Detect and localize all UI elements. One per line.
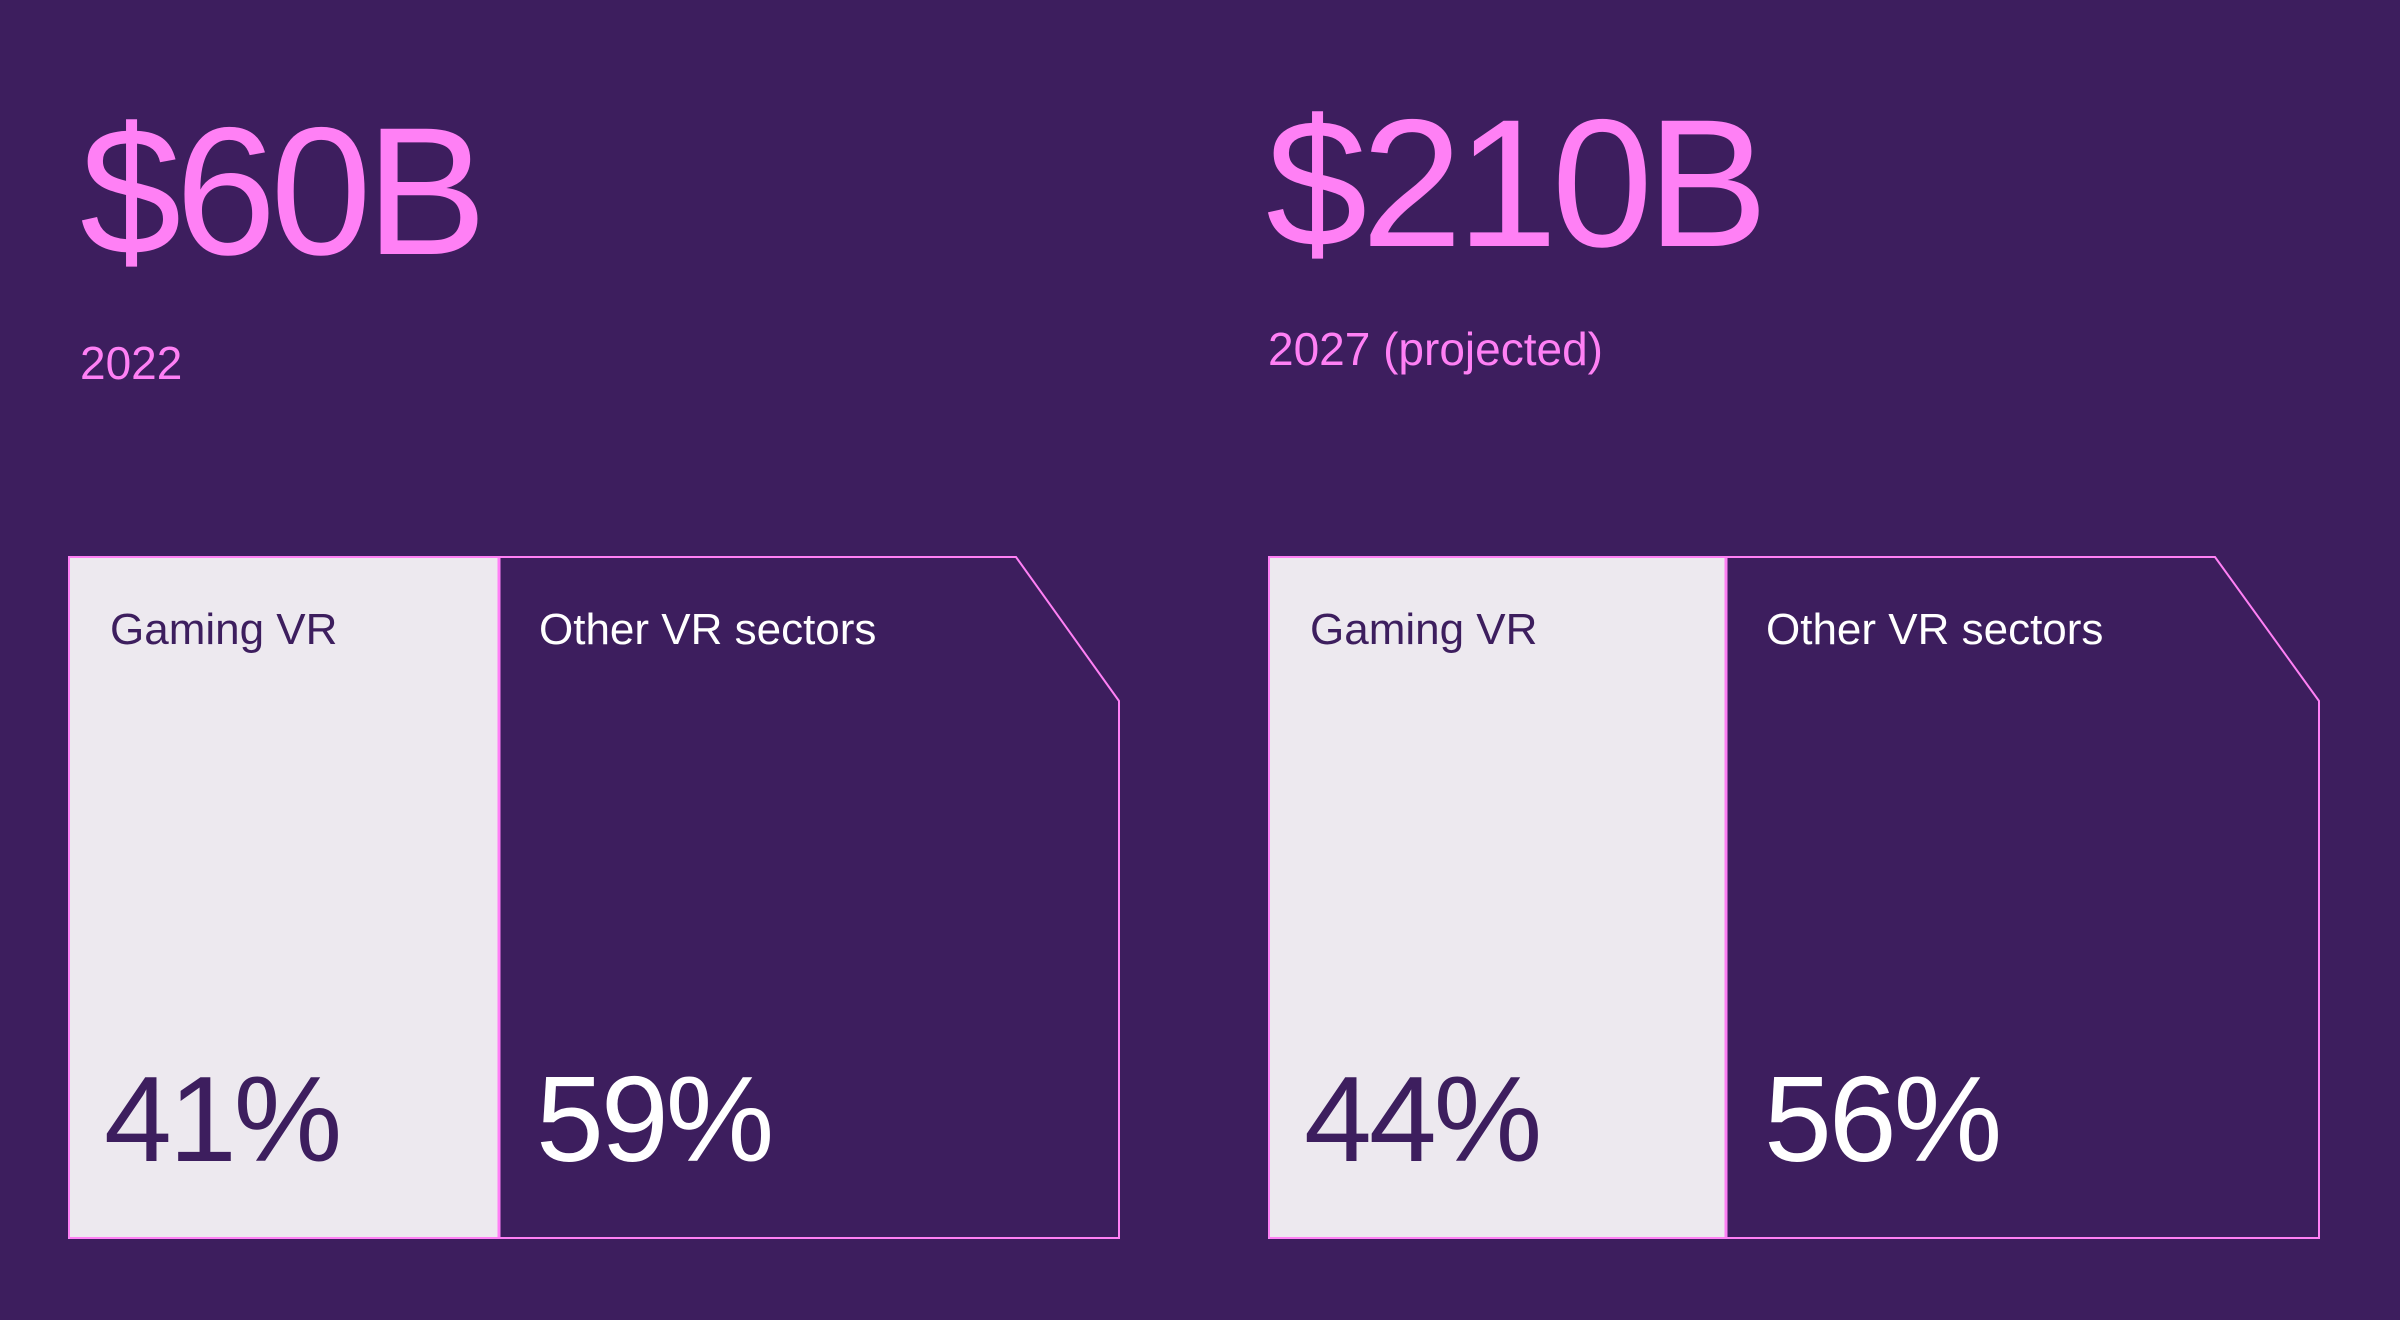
segment-label-other-2027: Other VR sectors: [1766, 605, 2104, 654]
segment-percent-gaming-2022: 41%: [104, 1051, 342, 1187]
market-value-2027: $210B: [1266, 81, 1768, 285]
panel-2022-box: [68, 556, 1120, 1239]
year-label-2027: 2027 (projected): [1268, 323, 1603, 375]
segment-label-gaming-2027: Gaming VR: [1310, 605, 1538, 654]
market-value-2022: $60B: [80, 89, 487, 293]
segment-label-other-2022: Other VR sectors: [539, 605, 877, 654]
year-label-2022: 2022: [80, 337, 183, 389]
segment-percent-other-2022: 59%: [536, 1051, 774, 1187]
segment-label-gaming-2022: Gaming VR: [110, 605, 338, 654]
gaming-segment-fill: [1270, 558, 1726, 1237]
segment-percent-other-2027: 56%: [1764, 1051, 2002, 1187]
gaming-segment-fill: [70, 558, 499, 1237]
segment-percent-gaming-2027: 44%: [1304, 1051, 1542, 1187]
panel-2027-box: [1268, 556, 2320, 1239]
